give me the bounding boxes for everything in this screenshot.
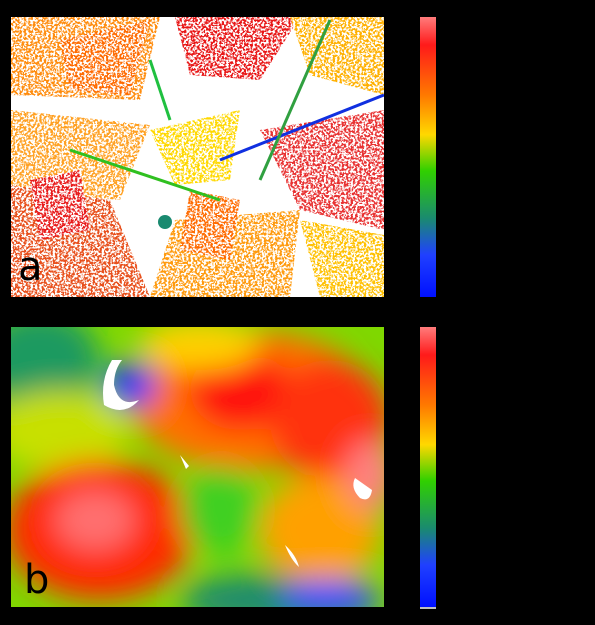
region xyxy=(300,220,384,297)
holes xyxy=(103,360,372,567)
panel-label: b xyxy=(24,557,49,603)
panel-a: a xyxy=(11,17,384,297)
speckle-map xyxy=(11,17,384,297)
region xyxy=(260,110,384,230)
colorbar xyxy=(420,17,436,297)
smooth-map xyxy=(11,327,384,607)
region xyxy=(290,17,384,95)
region xyxy=(180,190,240,260)
region xyxy=(60,20,150,95)
streaks xyxy=(69,19,384,229)
colorbar xyxy=(420,327,436,607)
panel-label: a xyxy=(18,244,43,290)
panel-b: b xyxy=(11,327,384,607)
region xyxy=(150,110,240,185)
region xyxy=(30,170,90,240)
region xyxy=(175,17,300,80)
